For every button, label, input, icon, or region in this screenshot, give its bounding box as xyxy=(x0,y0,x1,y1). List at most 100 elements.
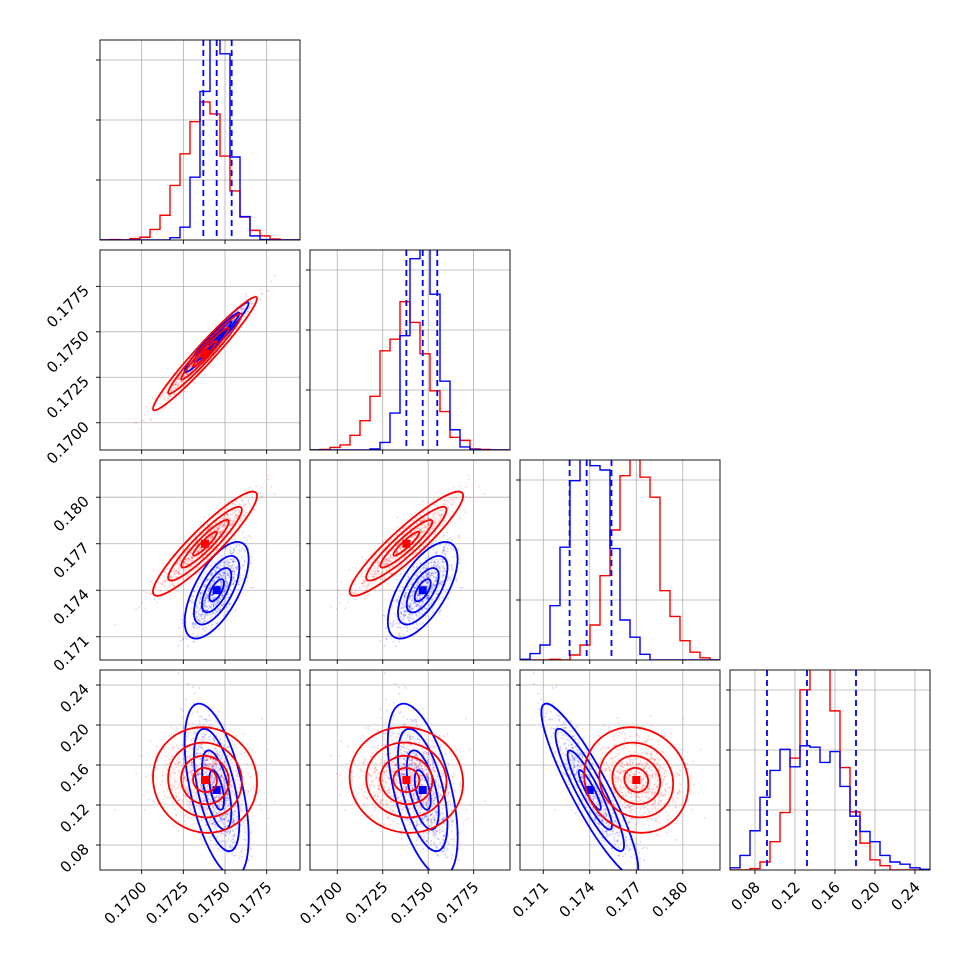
scatter-point-blue xyxy=(193,623,195,626)
scatter-point-red xyxy=(223,517,225,520)
scatter-point-blue xyxy=(421,593,424,596)
scatter-point-red xyxy=(441,513,444,516)
scatter-point-blue xyxy=(206,595,209,598)
scatter-point-red xyxy=(353,598,356,601)
scatter-point-red xyxy=(197,566,199,569)
scatter-point-red xyxy=(374,569,377,572)
scatter-point-blue xyxy=(402,598,405,600)
scatter-point-red xyxy=(447,506,450,509)
scatter-point-blue xyxy=(415,605,418,608)
scatter-point-blue xyxy=(397,625,400,628)
scatter-point-red xyxy=(229,524,232,527)
scatter-point-red xyxy=(267,290,270,293)
scatter-point-blue xyxy=(222,603,225,605)
scatter-point-blue xyxy=(409,608,411,611)
scatter-point-red xyxy=(410,526,413,529)
scatter-point-red xyxy=(201,552,204,555)
scatter-point-red xyxy=(229,519,232,521)
scatter-point-blue xyxy=(404,591,407,594)
scatter-point-red xyxy=(427,501,430,504)
scatter-point-red xyxy=(209,526,212,529)
scatter-point-blue xyxy=(409,583,412,586)
scatter-point-blue xyxy=(424,599,426,602)
scatter-point-blue xyxy=(211,613,214,615)
scatter-point-blue xyxy=(252,298,255,301)
scatter-point-blue xyxy=(203,620,206,622)
scatter-point-red xyxy=(216,528,219,530)
scatter-point-blue xyxy=(221,576,224,579)
scatter-point-blue xyxy=(392,640,395,643)
scatter-point-blue xyxy=(418,593,421,596)
scatter-point-red xyxy=(392,547,395,550)
scatter-point-red xyxy=(220,531,223,533)
scatter-point-blue xyxy=(217,577,219,580)
scatter-point-blue xyxy=(204,595,207,597)
scatter-point-blue xyxy=(457,536,460,539)
scatter-point-red xyxy=(218,534,221,536)
scatter-point-red xyxy=(422,511,425,514)
scatter-point-blue xyxy=(425,582,428,584)
scatter-point-red xyxy=(376,570,379,573)
scatter-point-red xyxy=(207,556,209,559)
scatter-point-blue xyxy=(222,569,225,572)
scatter-point-blue xyxy=(400,611,403,614)
scatter-point-blue xyxy=(412,619,415,622)
scatter-point-blue xyxy=(209,617,212,620)
panel-2-2 xyxy=(516,459,721,664)
scatter-point-red xyxy=(191,556,194,559)
scatter-point-red xyxy=(235,516,238,519)
scatter-point-blue xyxy=(200,617,203,620)
scatter-point-blue xyxy=(199,620,201,623)
scatter-point-red xyxy=(395,545,398,548)
scatter-point-blue xyxy=(215,566,218,569)
scatter-point-red xyxy=(196,550,198,553)
scatter-point-blue xyxy=(416,593,419,596)
scatter-point-blue xyxy=(189,578,192,581)
scatter-point-blue xyxy=(214,570,217,572)
scatter-point-blue xyxy=(233,571,236,574)
scatter-point-blue xyxy=(390,637,393,640)
scatter-point-red xyxy=(210,538,213,540)
scatter-point-red xyxy=(377,564,380,567)
scatter-point-blue xyxy=(423,564,426,567)
scatter-point-blue xyxy=(209,565,212,567)
scatter-point-blue xyxy=(206,609,209,612)
scatter-point-red xyxy=(187,547,190,550)
scatter-point-blue xyxy=(225,314,228,317)
scatter-point-red xyxy=(188,552,191,554)
scatter-point-red xyxy=(397,533,400,536)
scatter-point-red xyxy=(377,565,380,568)
scatter-point-red xyxy=(234,513,237,516)
scatter-point-red xyxy=(335,608,338,611)
scatter-point-red xyxy=(385,562,388,565)
scatter-point-blue xyxy=(233,570,235,573)
scatter-point-red xyxy=(177,377,180,380)
scatter-point-red xyxy=(177,570,180,573)
scatter-point-blue xyxy=(411,617,414,620)
scatter-point-red xyxy=(215,521,218,524)
scatter-point-blue xyxy=(227,573,230,576)
scatter-point-blue xyxy=(402,613,405,615)
scatter-point-blue xyxy=(226,558,229,561)
scatter-point-blue xyxy=(229,593,232,596)
scatter-point-blue xyxy=(438,597,441,600)
scatter-point-blue xyxy=(429,592,431,595)
scatter-point-red xyxy=(412,548,415,551)
scatter-point-blue xyxy=(409,594,411,597)
scatter-point-blue xyxy=(411,601,414,604)
scatter-point-blue xyxy=(404,609,407,612)
scatter-point-red xyxy=(415,551,418,553)
scatter-point-blue xyxy=(226,565,229,568)
scatter-point-blue xyxy=(242,564,245,566)
scatter-point-blue xyxy=(431,587,434,589)
scatter-point-blue xyxy=(183,375,186,378)
scatter-point-red xyxy=(150,419,153,422)
scatter-point-red xyxy=(222,526,225,529)
scatter-point-red xyxy=(388,559,390,562)
scatter-point-blue xyxy=(213,597,216,600)
scatter-point-blue xyxy=(409,603,412,605)
scatter-point-blue xyxy=(211,766,214,769)
scatter-point-red xyxy=(421,531,423,534)
scatter-point-red xyxy=(175,386,178,389)
scatter-point-blue xyxy=(199,616,201,618)
